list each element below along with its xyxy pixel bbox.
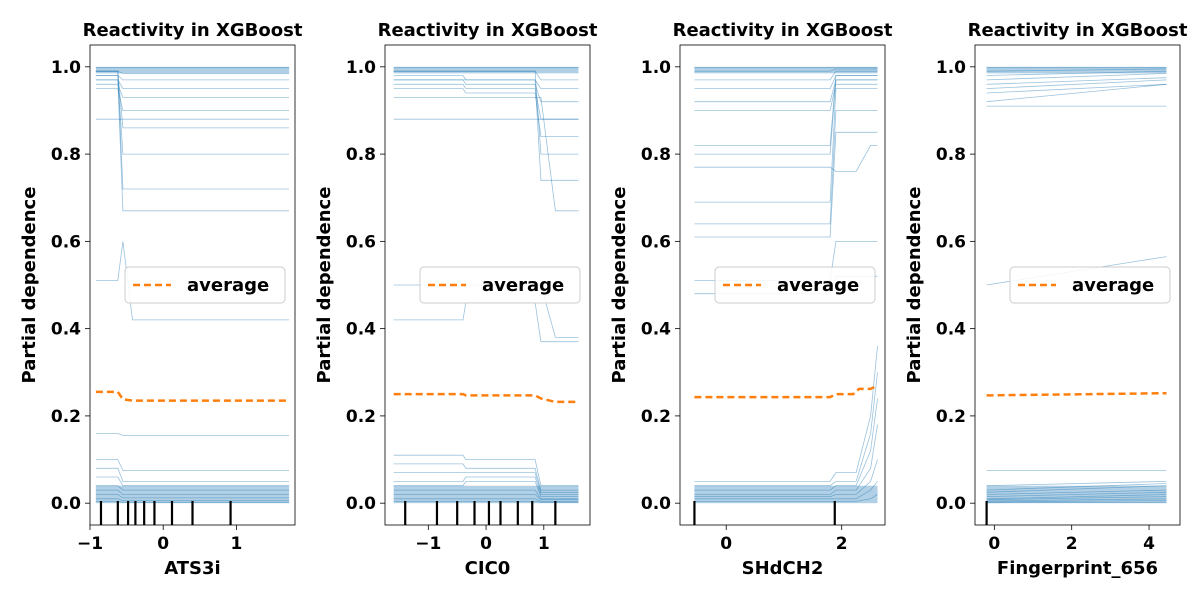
x-tick-label: −1 xyxy=(415,534,441,554)
x-axis-label: Fingerprint_656 xyxy=(997,558,1158,579)
ice-line xyxy=(96,80,289,211)
y-tick-label: 1.0 xyxy=(936,58,966,78)
legend: average xyxy=(715,267,875,303)
y-tick-label: 0.2 xyxy=(936,407,966,427)
y-tick-label: 1.0 xyxy=(51,58,81,78)
ice-line xyxy=(96,80,289,89)
y-tick-label: 0.6 xyxy=(346,232,376,252)
x-tick-label: 2 xyxy=(836,534,848,554)
legend-label: average xyxy=(1072,275,1154,296)
legend: average xyxy=(1010,267,1170,303)
y-tick-label: 0.0 xyxy=(641,494,671,514)
x-tick-label: 1 xyxy=(538,534,550,554)
ice-line xyxy=(394,80,579,102)
legend: average xyxy=(125,267,285,303)
average-line xyxy=(987,393,1167,395)
x-axis-label: SHdCH2 xyxy=(742,558,824,579)
y-tick-label: 0.4 xyxy=(936,320,966,340)
average-line xyxy=(694,385,877,397)
ice-line xyxy=(694,425,877,495)
ice-line xyxy=(96,460,289,471)
ice-line xyxy=(694,80,877,154)
chart-title: Reactivity in XGBoost xyxy=(83,20,303,41)
legend: average xyxy=(420,267,580,303)
ice-panel-2: 0.0 0.2 0.4 0.6 0.8 1.0 −1 0 1 Reactivity in XGBo… xyxy=(314,20,598,579)
average-line xyxy=(96,392,289,401)
ice-band-high xyxy=(394,67,579,74)
ice-line xyxy=(96,89,289,111)
y-axis-label: Partial dependence xyxy=(904,187,925,384)
ice-line xyxy=(694,80,877,102)
y-tick-label: 0.8 xyxy=(936,145,966,165)
ice-band-low xyxy=(694,486,877,503)
x-axis-label: ATS3i xyxy=(164,558,220,579)
ice-line xyxy=(694,145,877,171)
average-line xyxy=(394,394,579,402)
y-tick-label: 0.0 xyxy=(936,494,966,514)
y-axis-label: Partial dependence xyxy=(19,187,40,384)
ice-band-high xyxy=(694,67,877,74)
y-tick-label: 0.8 xyxy=(346,145,376,165)
x-tick-label: 0 xyxy=(988,534,1000,554)
x-tick-label: 0 xyxy=(480,534,492,554)
x-axis-label: CIC0 xyxy=(465,558,511,579)
x-tick-label: 0 xyxy=(157,534,169,554)
ice-line xyxy=(394,89,579,137)
x-tick-label: 2 xyxy=(1066,534,1078,554)
ice-band-high xyxy=(96,67,289,74)
ice-panel-3: 0.0 0.2 0.4 0.6 0.8 1.0 0 2 Reactivity in XGBoos… xyxy=(609,20,893,579)
y-tick-label: 0.6 xyxy=(51,232,81,252)
ice-band-low xyxy=(987,486,1167,503)
ice-line xyxy=(394,76,579,89)
ice-line xyxy=(96,76,289,155)
y-tick-label: 0.2 xyxy=(346,407,376,427)
ice-line xyxy=(96,433,289,435)
chart-title: Reactivity in XGBoost xyxy=(968,20,1188,41)
legend-label: average xyxy=(187,275,269,296)
y-axis-label: Partial dependence xyxy=(314,187,335,384)
y-tick-label: 0.4 xyxy=(51,320,81,340)
ice-line xyxy=(694,76,877,89)
legend-label: average xyxy=(777,275,859,296)
y-tick-label: 0.6 xyxy=(936,232,966,252)
ice-line xyxy=(694,346,877,481)
y-tick-label: 0.8 xyxy=(641,145,671,165)
x-tick-label: −1 xyxy=(77,534,103,554)
ice-line xyxy=(987,84,1167,93)
ice-line xyxy=(394,80,579,180)
y-tick-label: 0.4 xyxy=(641,320,671,340)
y-axis-label: Partial dependence xyxy=(609,187,630,384)
ice-panel-1: 0.0 0.2 0.4 0.6 0.8 1.0 −1 0 1 Reactivity in XGBo… xyxy=(19,20,303,579)
ice-line xyxy=(694,372,877,485)
chart-title: Reactivity in XGBoost xyxy=(673,20,893,41)
y-tick-label: 1.0 xyxy=(346,58,376,78)
ice-line xyxy=(694,132,877,237)
y-tick-label: 1.0 xyxy=(641,58,671,78)
legend-label: average xyxy=(482,275,564,296)
ice-band-low xyxy=(394,486,579,503)
y-tick-label: 0.8 xyxy=(51,145,81,165)
y-tick-label: 0.6 xyxy=(641,232,671,252)
ice-band-low xyxy=(96,486,289,503)
ice-band-high xyxy=(987,67,1167,74)
y-tick-label: 0.2 xyxy=(51,407,81,427)
y-tick-label: 0.2 xyxy=(641,407,671,427)
x-tick-label: 0 xyxy=(720,534,732,554)
ice-line xyxy=(394,71,579,154)
x-tick-label: 4 xyxy=(1143,534,1155,554)
y-tick-label: 0.0 xyxy=(346,494,376,514)
ice-panel-4: 0.0 0.2 0.4 0.6 0.8 1.0 0 2 4 Reactivity in XGBoo… xyxy=(904,20,1188,579)
ice-line xyxy=(694,399,877,491)
ice-line xyxy=(987,481,1167,485)
ice-line xyxy=(96,76,289,80)
y-tick-label: 0.0 xyxy=(51,494,81,514)
x-tick-label: 1 xyxy=(231,534,243,554)
y-tick-label: 0.4 xyxy=(346,320,376,340)
ice-line xyxy=(96,84,289,97)
chart-title: Reactivity in XGBoost xyxy=(378,20,598,41)
